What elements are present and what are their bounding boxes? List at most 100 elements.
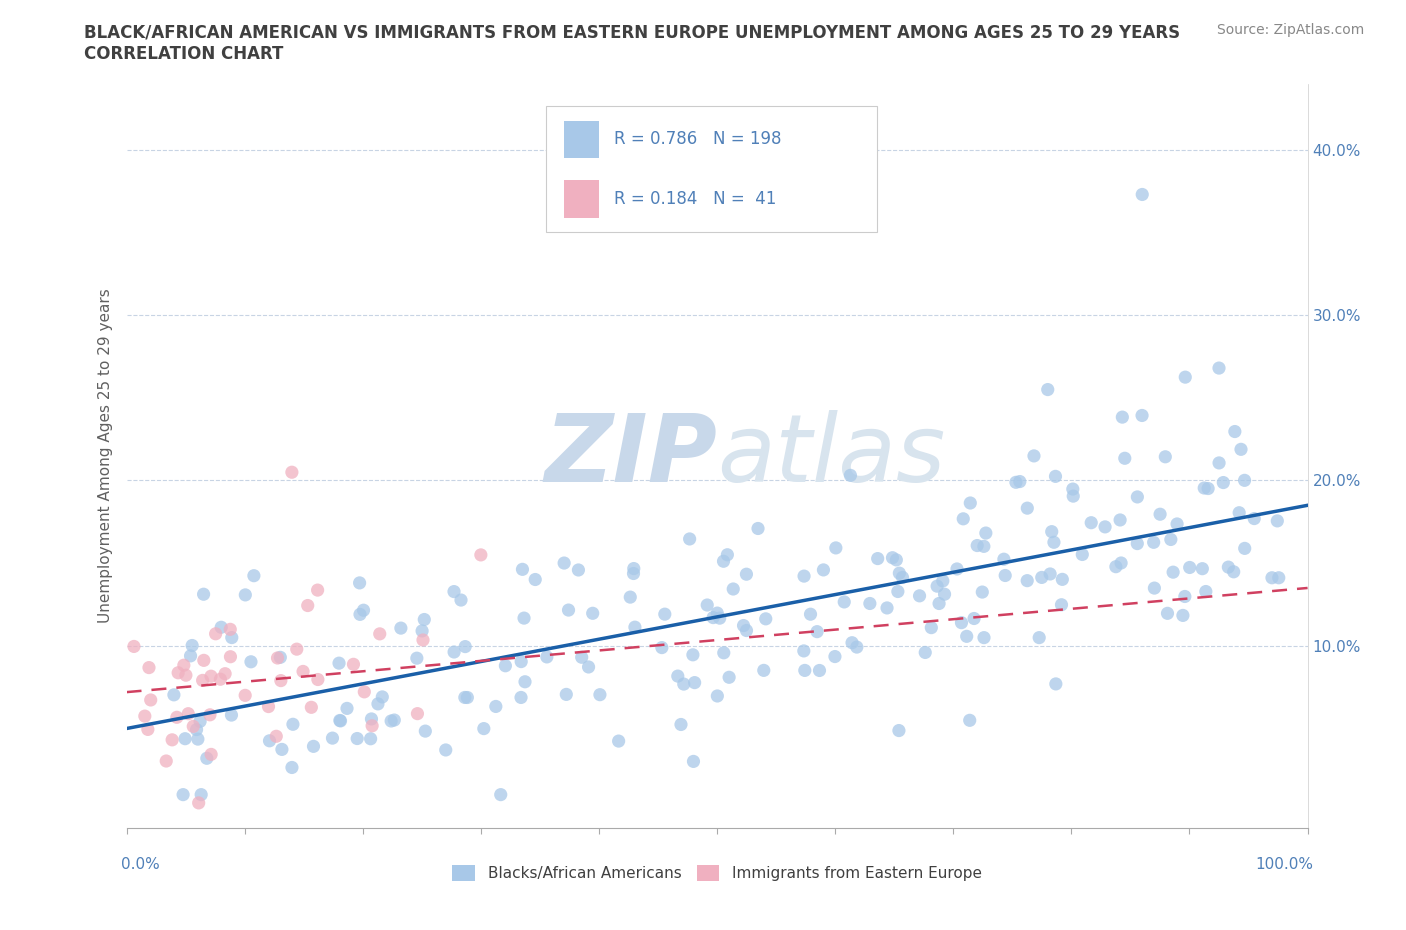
Point (1230, 442, 1253, 457)
Point (1028, 631, 1050, 645)
Point (264, 729, 287, 744)
Point (1031, 570, 1053, 585)
Point (1126, 489, 1149, 504)
Point (1268, 570, 1291, 585)
Point (651, 640, 673, 655)
Point (443, 644, 465, 659)
Point (367, 697, 389, 711)
Point (623, 566, 645, 581)
Point (571, 650, 593, 665)
Point (134, 709, 156, 724)
Point (696, 598, 718, 613)
Point (214, 666, 236, 681)
Point (859, 596, 882, 611)
Point (321, 731, 343, 746)
Point (281, 717, 304, 732)
Point (360, 731, 382, 746)
Point (619, 590, 641, 604)
Point (485, 699, 508, 714)
Point (1208, 456, 1230, 471)
Point (887, 584, 910, 599)
Point (361, 718, 384, 733)
Point (706, 688, 728, 703)
Text: atlas: atlas (717, 410, 945, 501)
Point (932, 574, 955, 589)
Point (1149, 507, 1171, 522)
Point (371, 689, 394, 704)
Point (1191, 561, 1213, 576)
Point (456, 690, 478, 705)
Point (406, 706, 429, 721)
Point (368, 627, 391, 642)
Point (195, 751, 218, 765)
Point (1080, 515, 1102, 530)
Point (450, 592, 472, 607)
Point (1143, 580, 1166, 595)
Point (1208, 361, 1230, 376)
Point (567, 563, 589, 578)
Point (747, 521, 769, 536)
Point (908, 589, 931, 604)
Point (824, 649, 846, 664)
Point (1227, 505, 1250, 520)
Point (1126, 536, 1149, 551)
Point (1197, 481, 1219, 496)
Point (329, 713, 352, 728)
Point (1022, 448, 1045, 463)
Point (683, 675, 706, 690)
Point (328, 656, 350, 671)
Point (489, 787, 512, 802)
Point (1105, 559, 1128, 574)
Point (349, 576, 371, 591)
Point (1174, 370, 1197, 385)
Point (1212, 475, 1234, 490)
Point (382, 712, 405, 727)
Point (1062, 482, 1084, 497)
Point (281, 760, 304, 775)
Point (454, 639, 477, 654)
Point (946, 562, 969, 577)
Point (1036, 382, 1059, 397)
Point (733, 618, 755, 633)
Point (666, 669, 689, 684)
Point (799, 606, 821, 621)
Point (187, 732, 209, 747)
Point (285, 642, 308, 657)
Point (557, 603, 579, 618)
Point (972, 585, 994, 600)
Point (240, 655, 263, 670)
Point (166, 710, 188, 724)
Point (181, 719, 204, 734)
Point (839, 468, 862, 483)
Point (122, 639, 145, 654)
Point (555, 687, 578, 702)
Point (678, 532, 700, 547)
Point (269, 650, 291, 665)
Point (190, 787, 212, 802)
Point (193, 653, 215, 668)
Point (882, 551, 904, 565)
Point (257, 699, 280, 714)
Point (470, 548, 492, 563)
Point (512, 562, 534, 577)
Point (1071, 547, 1094, 562)
Point (163, 687, 186, 702)
Point (181, 638, 204, 653)
Point (173, 658, 195, 672)
Point (1109, 555, 1132, 570)
Point (920, 620, 942, 635)
Point (1161, 565, 1184, 579)
Point (1111, 410, 1133, 425)
Point (1243, 512, 1265, 526)
Point (536, 649, 558, 664)
Point (582, 605, 605, 620)
Point (413, 612, 436, 627)
Point (934, 587, 956, 602)
Point (891, 570, 914, 585)
Point (186, 723, 208, 737)
Point (735, 623, 758, 638)
Point (204, 626, 226, 641)
Point (735, 566, 758, 581)
Text: R = 0.786   N = 198: R = 0.786 N = 198 (614, 130, 782, 149)
Point (138, 660, 160, 675)
